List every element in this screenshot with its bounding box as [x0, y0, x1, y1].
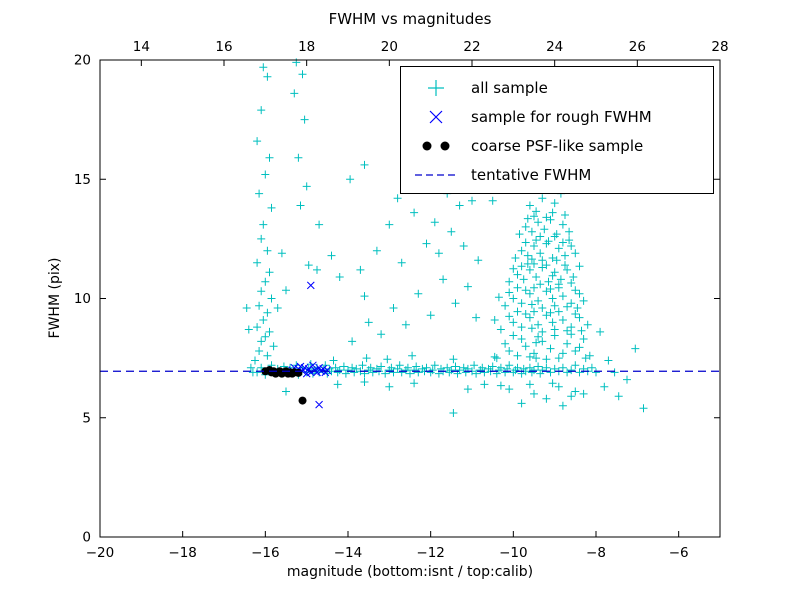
svg-text:18: 18	[298, 39, 315, 55]
legend: all sample sample for rough FWHM coarse …	[400, 66, 714, 194]
svg-text:26: 26	[629, 39, 646, 55]
svg-text:10: 10	[74, 291, 91, 307]
circle-marker-icon	[422, 141, 450, 150]
legend-item-all-sample: all sample	[401, 73, 713, 102]
tick-labels: −20 −18 −16 −14 −12 −10 −8 −6 14 16 18 20 22 24 26 28 0 5…	[74, 39, 729, 561]
svg-text:24: 24	[546, 39, 563, 55]
legend-label: all sample	[471, 78, 548, 97]
legend-label: tentative FWHM	[471, 165, 592, 184]
svg-text:14: 14	[133, 39, 150, 55]
series-sample-for-rough-fwhm	[288, 281, 332, 409]
svg-text:−12: −12	[416, 545, 445, 561]
chart-title: FWHM vs magnitudes	[328, 10, 492, 28]
svg-text:−20: −20	[86, 545, 115, 561]
svg-text:5: 5	[82, 410, 91, 426]
svg-text:−18: −18	[168, 545, 197, 561]
axis-ticks	[99, 59, 721, 538]
legend-item-rough-fwhm: sample for rough FWHM	[401, 102, 713, 131]
y-axis-label: FWHM (pix)	[47, 257, 63, 339]
legend-label: sample for rough FWHM	[471, 107, 652, 126]
svg-text:22: 22	[463, 39, 480, 55]
plus-marker-icon	[428, 79, 444, 96]
svg-text:−14: −14	[334, 545, 363, 561]
dashed-line-icon	[415, 173, 457, 176]
legend-label: coarse PSF-like sample	[471, 136, 644, 155]
svg-text:0: 0	[82, 530, 91, 546]
svg-text:20: 20	[381, 39, 398, 55]
x-axis-label: magnitude (bottom:isnt / top:calib)	[286, 564, 534, 580]
svg-text:28: 28	[711, 39, 728, 55]
svg-text:16: 16	[215, 39, 232, 55]
svg-text:15: 15	[74, 172, 91, 188]
svg-text:−10: −10	[499, 545, 528, 561]
svg-text:−8: −8	[586, 545, 606, 561]
svg-text:−16: −16	[251, 545, 280, 561]
svg-text:20: 20	[74, 53, 91, 69]
legend-item-psf-sample: coarse PSF-like sample	[401, 131, 713, 160]
svg-text:−6: −6	[669, 545, 689, 561]
x-marker-icon	[429, 110, 443, 123]
legend-item-tentative-fwhm: tentative FWHM	[401, 160, 713, 189]
